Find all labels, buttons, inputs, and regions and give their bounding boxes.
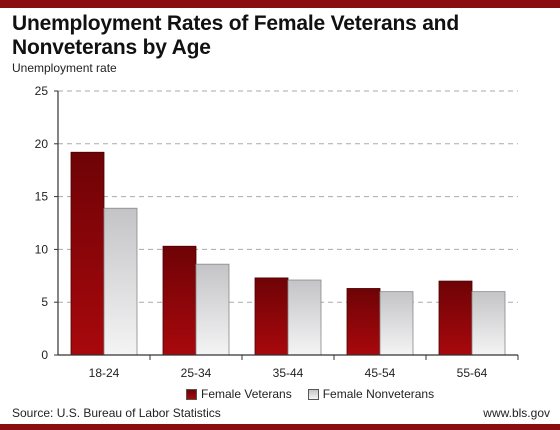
y-tick-label: 10: [35, 242, 49, 256]
x-tick-label: 55-64: [457, 366, 488, 380]
legend-swatch-series-2: [307, 388, 319, 400]
bar-series-2-45-54: [379, 291, 414, 356]
legend-label-series-1: Female Veterans: [201, 387, 292, 401]
y-tick-label: 20: [35, 137, 49, 151]
x-tick-label: 18-24: [89, 366, 120, 380]
chart-title: Unemployment Rates of Female Veterans an…: [12, 12, 459, 59]
legend-item-series-2: Female Nonveterans: [307, 387, 435, 401]
bar-series-1-45-54: [346, 288, 381, 356]
source-note: Source: U.S. Bureau of Labor Statistics: [12, 406, 221, 420]
x-tick-label: 25-34: [181, 366, 212, 380]
site-url: www.bls.gov: [483, 406, 550, 420]
legend-label-series-2: Female Nonveterans: [322, 387, 435, 401]
y-tick-label: 0: [41, 348, 48, 362]
bars: [70, 151, 506, 356]
axes: 0 5 10 15 20 25 18-24 25-34 35-44 45-54 55-64: [35, 84, 519, 380]
legend-item-series-1: Female Veterans: [186, 387, 292, 401]
bar-series-1-35-44: [254, 277, 289, 356]
y-tick-label: 5: [41, 295, 48, 309]
bar-series-1-25-34: [162, 245, 197, 356]
bottom-brand-bar: [0, 424, 560, 430]
legend: Female Veterans Female Nonveterans: [186, 387, 444, 401]
y-tick-label: 15: [35, 190, 49, 204]
bar-series-1-55-64: [438, 280, 473, 356]
x-tick-label: 45-54: [365, 366, 396, 380]
y-tick-label: 25: [35, 84, 49, 98]
legend-swatch-series-1: [186, 388, 197, 400]
bar-series-2-25-34: [195, 263, 230, 356]
y-axis-label: Unemployment rate: [12, 61, 117, 75]
bar-series-2-35-44: [287, 279, 322, 356]
bar-series-2-55-64: [471, 291, 506, 356]
top-brand-bar: [0, 0, 560, 8]
x-tick-label: 35-44: [273, 366, 304, 380]
bar-series-1-18-24: [70, 151, 105, 356]
bar-series-2-18-24: [103, 207, 138, 356]
